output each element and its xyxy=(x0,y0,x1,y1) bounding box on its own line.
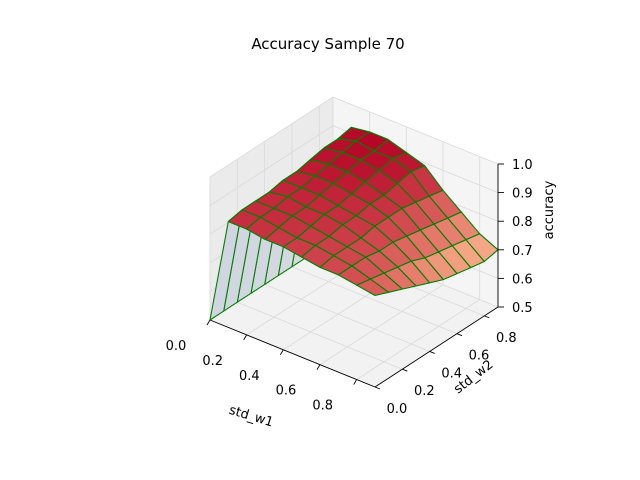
x-tick-label: 0.2 xyxy=(202,354,223,369)
y-tick xyxy=(484,315,490,319)
y-tick-label: 0.0 xyxy=(387,402,408,417)
x-tick xyxy=(206,319,211,326)
labels: 0.0 0.2 0.4 0.6 0.8 0.0 0.2 0.4 0.6 0.8 0.5 0.6 0.7 0… xyxy=(166,35,557,430)
y-tick-label: 0.2 xyxy=(414,384,435,399)
grid-line-z xyxy=(209,125,499,206)
z-axis-label: accuracy xyxy=(542,180,557,239)
x-axis-label: std_w1 xyxy=(227,403,275,431)
y-tick xyxy=(429,351,435,354)
surface-cell xyxy=(356,278,390,297)
x-tick xyxy=(316,364,321,370)
x-tick-label: 0.4 xyxy=(239,369,260,384)
z-tick-label: 0.7 xyxy=(512,244,533,259)
axis-lines xyxy=(206,163,504,390)
y-tick xyxy=(456,333,463,337)
chart-title: Accuracy Sample 70 xyxy=(251,35,404,53)
y-tick-label: 0.4 xyxy=(441,366,462,381)
x-tick xyxy=(353,379,358,385)
x-axis-line xyxy=(209,319,376,388)
z-tick-label: 0.5 xyxy=(512,301,533,316)
y-tick-label: 0.6 xyxy=(469,349,490,364)
x-tick-label: 0.8 xyxy=(312,399,333,414)
y-tick xyxy=(402,368,408,372)
x-tick xyxy=(243,334,248,341)
grid-line-z xyxy=(209,96,499,178)
z-tick-label: 0.6 xyxy=(512,272,533,287)
y-axis-line xyxy=(374,306,499,388)
surface xyxy=(209,126,499,321)
z-tick-label: 0.8 xyxy=(512,215,533,230)
x-tick-label: 0.6 xyxy=(276,384,297,399)
z-tick-label: 0.9 xyxy=(512,187,533,202)
z-tick-label: 1.0 xyxy=(512,158,533,173)
y-tick xyxy=(374,386,381,390)
x-tick-label: 0.0 xyxy=(166,339,187,354)
y-tick-label: 0.8 xyxy=(496,331,517,346)
x-tick xyxy=(279,349,284,356)
